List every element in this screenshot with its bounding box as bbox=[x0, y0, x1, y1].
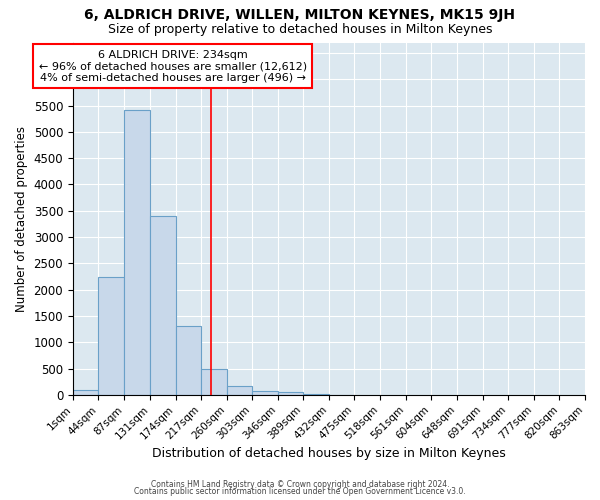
Bar bbox=[176, 326, 201, 395]
Text: Contains public sector information licensed under the Open Government Licence v3: Contains public sector information licen… bbox=[134, 487, 466, 496]
Bar bbox=[150, 216, 176, 395]
Bar bbox=[227, 386, 253, 395]
Text: Size of property relative to detached houses in Milton Keynes: Size of property relative to detached ho… bbox=[108, 22, 492, 36]
Bar bbox=[73, 390, 98, 395]
Bar bbox=[278, 392, 304, 395]
Y-axis label: Number of detached properties: Number of detached properties bbox=[15, 126, 28, 312]
Bar bbox=[201, 368, 227, 395]
Text: Contains HM Land Registry data © Crown copyright and database right 2024.: Contains HM Land Registry data © Crown c… bbox=[151, 480, 449, 489]
Bar bbox=[98, 276, 124, 395]
Bar bbox=[253, 391, 278, 395]
Bar bbox=[304, 394, 329, 395]
X-axis label: Distribution of detached houses by size in Milton Keynes: Distribution of detached houses by size … bbox=[152, 447, 506, 460]
Text: 6, ALDRICH DRIVE, WILLEN, MILTON KEYNES, MK15 9JH: 6, ALDRICH DRIVE, WILLEN, MILTON KEYNES,… bbox=[85, 8, 515, 22]
Bar bbox=[124, 110, 149, 395]
Text: 6 ALDRICH DRIVE: 234sqm
← 96% of detached houses are smaller (12,612)
4% of semi: 6 ALDRICH DRIVE: 234sqm ← 96% of detache… bbox=[38, 50, 307, 82]
